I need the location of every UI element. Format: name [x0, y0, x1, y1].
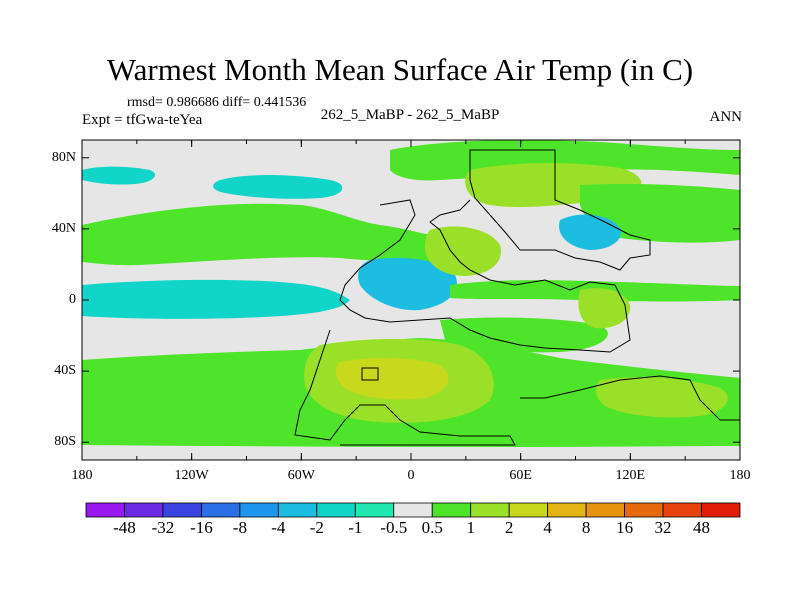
- field-band-equatorial: [82, 280, 350, 319]
- colorbar-label: -0.5: [372, 518, 416, 538]
- colorbar-label: -48: [102, 518, 146, 538]
- colorbar-label: 16: [603, 518, 647, 538]
- colorbar-swatch: [702, 503, 740, 517]
- colorbar-label: -1: [333, 518, 377, 538]
- colorbar-label: 1: [449, 518, 493, 538]
- colorbar-label: -4: [256, 518, 300, 538]
- colorbar-label: -2: [295, 518, 339, 538]
- x-tick-label: 180: [52, 468, 112, 484]
- colorbar-swatch: [548, 503, 586, 517]
- colorbar-label: -32: [141, 518, 185, 538]
- colorbar-swatch: [163, 503, 201, 517]
- colorbar-swatch: [471, 503, 509, 517]
- colorbar: [86, 503, 740, 517]
- x-tick-label: 180: [710, 468, 770, 484]
- x-tick-label: 120E: [600, 468, 660, 484]
- temperature-field: [82, 140, 740, 460]
- colorbar-swatch: [355, 503, 393, 517]
- colorbar-swatch: [509, 503, 547, 517]
- colorbar-label: 0.5: [410, 518, 454, 538]
- colorbar-label: 8: [564, 518, 608, 538]
- y-tick-label: 0: [20, 292, 76, 308]
- x-tick-label: 120W: [162, 468, 222, 484]
- y-tick-label: 80N: [20, 150, 76, 166]
- colorbar-swatch: [240, 503, 278, 517]
- x-tick-label: 60E: [491, 468, 551, 484]
- colorbar-label: 2: [487, 518, 531, 538]
- colorbar-swatch: [625, 503, 663, 517]
- colorbar-label: 48: [680, 518, 724, 538]
- x-tick-label: 0: [381, 468, 441, 484]
- colorbar-swatch: [432, 503, 470, 517]
- y-tick-label: 40N: [20, 221, 76, 237]
- colorbar-label: -16: [179, 518, 223, 538]
- colorbar-swatch: [124, 503, 162, 517]
- field-cyan-nw: [82, 167, 155, 185]
- y-tick-label: 80S: [20, 434, 76, 450]
- colorbar-swatch: [317, 503, 355, 517]
- x-tick-label: 60W: [271, 468, 331, 484]
- colorbar-swatch: [394, 503, 432, 517]
- colorbar-swatch: [86, 503, 124, 517]
- y-tick-label: 40S: [20, 363, 76, 379]
- colorbar-label: -8: [218, 518, 262, 538]
- colorbar-label: 32: [641, 518, 685, 538]
- colorbar-swatch: [663, 503, 701, 517]
- colorbar-swatch: [278, 503, 316, 517]
- colorbar-label: 4: [526, 518, 570, 538]
- colorbar-swatch: [586, 503, 624, 517]
- colorbar-swatch: [201, 503, 239, 517]
